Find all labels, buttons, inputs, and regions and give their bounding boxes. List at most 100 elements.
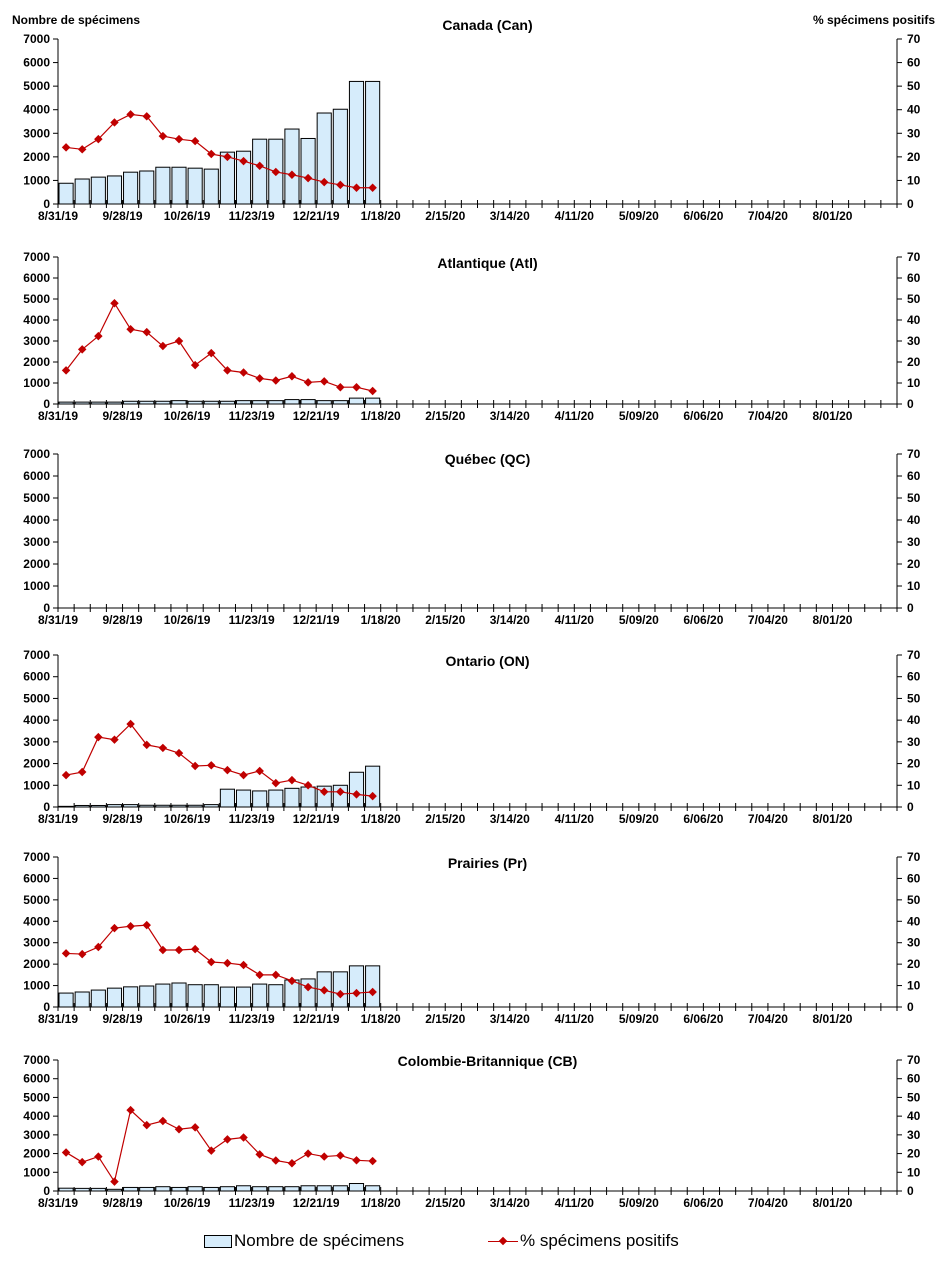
line-point [158, 341, 168, 351]
line-point [77, 949, 87, 959]
legend-line-marker-icon [488, 1234, 518, 1248]
y-left-tick-label: 2000 [23, 150, 50, 164]
x-tick-label: 9/28/19 [103, 1012, 143, 1026]
line-point [94, 134, 103, 144]
bar [235, 400, 252, 405]
x-tick-label: 3/14/20 [490, 812, 530, 826]
line-point [319, 177, 329, 187]
line-point [255, 1150, 264, 1159]
legend-line-label: % spécimens positifs [520, 1231, 679, 1250]
bar [155, 1186, 171, 1192]
y-left-tick-label: 2000 [23, 355, 50, 369]
y-left-tick-label: 7000 [23, 1053, 50, 1067]
bar [74, 178, 90, 205]
x-tick-label: 8/01/20 [812, 209, 852, 223]
y-left-tick-label: 1000 [23, 376, 50, 390]
line-point [271, 970, 281, 980]
chart-title: Atlantique (Atl) [437, 255, 537, 271]
x-tick-label: 8/01/20 [812, 613, 852, 627]
x-tick-label: 10/26/19 [164, 1196, 211, 1210]
legend-bar-swatch-icon [204, 1234, 232, 1248]
x-tick-label: 8/31/19 [38, 409, 78, 423]
x-tick-label: 7/04/20 [748, 1196, 788, 1210]
x-tick-label: 8/31/19 [38, 812, 78, 826]
x-tick-label: 2/15/20 [425, 1196, 465, 1210]
line-point [61, 1148, 71, 1157]
y-right-tick-label: 20 [907, 557, 921, 571]
line-point [142, 920, 151, 930]
bar [58, 182, 74, 205]
y-left-tick-label: 4000 [23, 513, 50, 527]
line-point [94, 331, 103, 341]
x-tick-label: 9/28/19 [103, 1196, 143, 1210]
y-left-tick-label: 1000 [23, 173, 50, 187]
line-point [142, 327, 151, 337]
line-point [190, 1123, 200, 1132]
bar [284, 787, 300, 808]
bar [139, 985, 155, 1008]
y-right-axis-label: % spécimens positifs [813, 13, 935, 27]
x-tick-label: 5/09/20 [619, 1196, 659, 1210]
line-point [77, 1157, 87, 1167]
x-tick-label: 1/18/20 [361, 409, 401, 423]
x-tick-label: 2/15/20 [425, 409, 465, 423]
x-tick-label: 7/04/20 [748, 613, 788, 627]
y-left-tick-label: 4000 [23, 1109, 50, 1123]
x-tick-label: 6/06/20 [683, 812, 723, 826]
line-point [271, 1156, 281, 1165]
line-point [174, 336, 184, 346]
bar [365, 1185, 381, 1192]
x-tick-label: 3/14/20 [490, 613, 530, 627]
y-left-tick-label: 7000 [23, 850, 50, 864]
x-tick-label: 12/21/19 [293, 1012, 340, 1026]
bar [171, 982, 187, 1008]
x-tick-label: 4/11/20 [555, 812, 595, 826]
y-right-tick-label: 20 [907, 1147, 921, 1161]
bar [268, 400, 284, 405]
bar [203, 168, 219, 205]
line-point [110, 298, 119, 308]
y-left-tick-label: 6000 [23, 670, 50, 684]
x-tick-label: 5/09/20 [619, 613, 659, 627]
x-tick-label: 6/06/20 [683, 1012, 723, 1026]
x-tick-label: 11/23/19 [229, 613, 275, 627]
y-left-tick-label: 5000 [23, 79, 50, 93]
bar [252, 138, 268, 205]
y-left-tick-label: 3000 [23, 936, 50, 950]
line-point [303, 982, 313, 992]
y-right-tick-label: 30 [907, 126, 921, 140]
line-point [61, 366, 71, 375]
x-tick-label: 9/28/19 [103, 209, 143, 223]
line-point [352, 1156, 361, 1165]
line-point [77, 345, 87, 354]
y-left-tick-label: 4000 [23, 713, 50, 727]
y-right-tick-label: 10 [907, 376, 921, 390]
bar [252, 1186, 268, 1192]
bar [171, 1186, 187, 1192]
y-right-tick-label: 0 [907, 800, 914, 814]
y-right-tick-label: 60 [907, 469, 921, 483]
y-left-tick-label: 3000 [23, 1128, 50, 1142]
line-point [287, 976, 297, 986]
y-left-tick-label: 4000 [23, 103, 50, 117]
y-right-tick-label: 20 [907, 957, 921, 971]
line-point [352, 183, 361, 192]
x-tick-label: 4/11/20 [555, 409, 595, 423]
y-right-tick-label: 50 [907, 491, 921, 505]
y-right-tick-label: 10 [907, 778, 921, 792]
legend: Nombre de spécimens % spécimens positifs [0, 1228, 944, 1258]
line-point [336, 787, 345, 797]
y-left-tick-label: 2000 [23, 757, 50, 771]
bar [316, 112, 332, 205]
x-tick-label: 11/23/19 [229, 1012, 275, 1026]
chart-title: Canada (Can) [442, 17, 532, 33]
x-tick-label: 3/14/20 [490, 1196, 530, 1210]
bar [219, 986, 235, 1008]
line-point [368, 987, 377, 997]
y-left-tick-label: 0 [43, 397, 50, 411]
line-point [352, 988, 361, 998]
chart-title: Prairies (Pr) [448, 855, 527, 871]
y-left-tick-label: 5000 [23, 1090, 50, 1104]
x-tick-label: 8/01/20 [812, 409, 852, 423]
x-tick-label: 3/14/20 [490, 409, 530, 423]
